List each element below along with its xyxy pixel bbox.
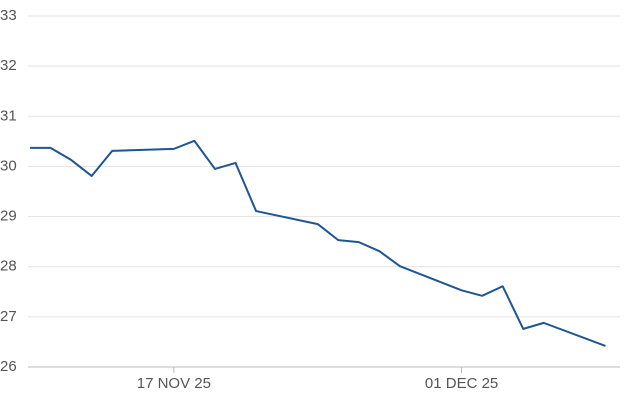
y-tick-label: 29 xyxy=(0,208,17,225)
line xyxy=(30,139,606,347)
y-tick-label: 27 xyxy=(0,308,17,325)
y-tick-label: 32 xyxy=(0,57,17,74)
y-tick-label: 33 xyxy=(0,7,17,24)
y-tick-label: 30 xyxy=(0,157,17,174)
y-tick-label: 31 xyxy=(0,107,17,124)
y-tick-label: 28 xyxy=(0,258,17,275)
y-tick-label: 26 xyxy=(0,358,17,375)
x-tick-label: 17 NOV 25 xyxy=(137,375,211,392)
x-tick-label: 01 DEC 25 xyxy=(425,375,498,392)
